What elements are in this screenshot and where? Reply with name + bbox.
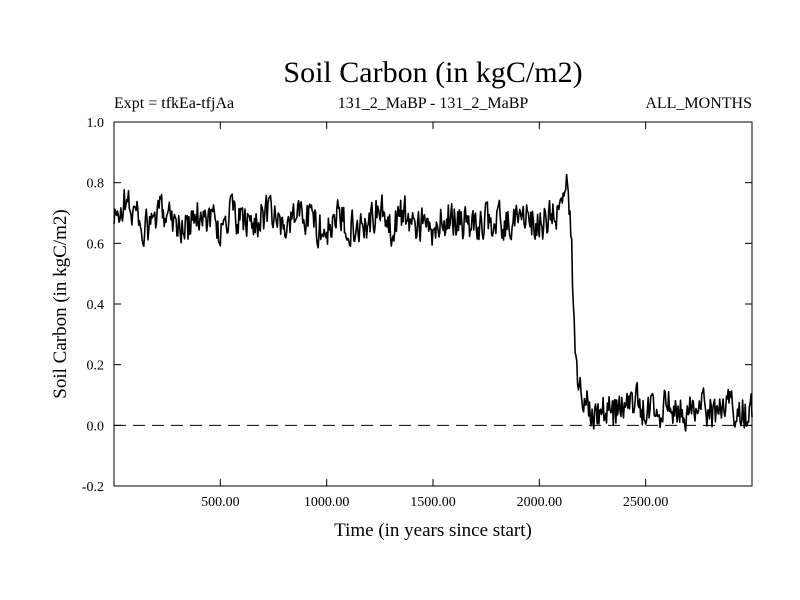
- plot-frame: [113, 121, 753, 487]
- x-tick-label: 2000.00: [517, 495, 563, 510]
- x-tick-label: 500.00: [201, 495, 240, 510]
- y-tick-label: 0.0: [87, 419, 105, 434]
- y-axis-ticks: -0.2 0.0 0.2 0.4 0.6 0.8 1.0: [82, 116, 752, 495]
- y-tick-label: 0.4: [87, 298, 105, 313]
- x-axis-label: Time (in years since start): [334, 520, 532, 541]
- experiment-label: Expt = tfkEa-tfjAa: [114, 95, 234, 112]
- y-tick-label: 0.8: [87, 177, 105, 192]
- y-tick-label: -0.2: [82, 480, 104, 495]
- x-tick-label: 2500.00: [623, 495, 669, 510]
- y-tick-label: 0.6: [87, 237, 105, 252]
- period-label: ALL_MONTHS: [645, 95, 752, 112]
- chart-title: Soil Carbon (in kgC/m2): [283, 56, 582, 89]
- run-label: 131_2_MaBP - 131_2_MaBP: [338, 95, 529, 112]
- y-tick-label: 1.0: [87, 116, 105, 131]
- soil-carbon-series-line: [113, 173, 753, 432]
- y-axis-label: Soil Carbon (in kgC/m2): [50, 209, 71, 398]
- x-tick-label: 1000.00: [304, 495, 350, 510]
- x-axis-ticks: 500.00 1000.00 1500.00 2000.00 2500.00: [201, 122, 668, 510]
- x-tick-label: 1500.00: [410, 495, 456, 510]
- y-tick-label: 0.2: [87, 359, 105, 374]
